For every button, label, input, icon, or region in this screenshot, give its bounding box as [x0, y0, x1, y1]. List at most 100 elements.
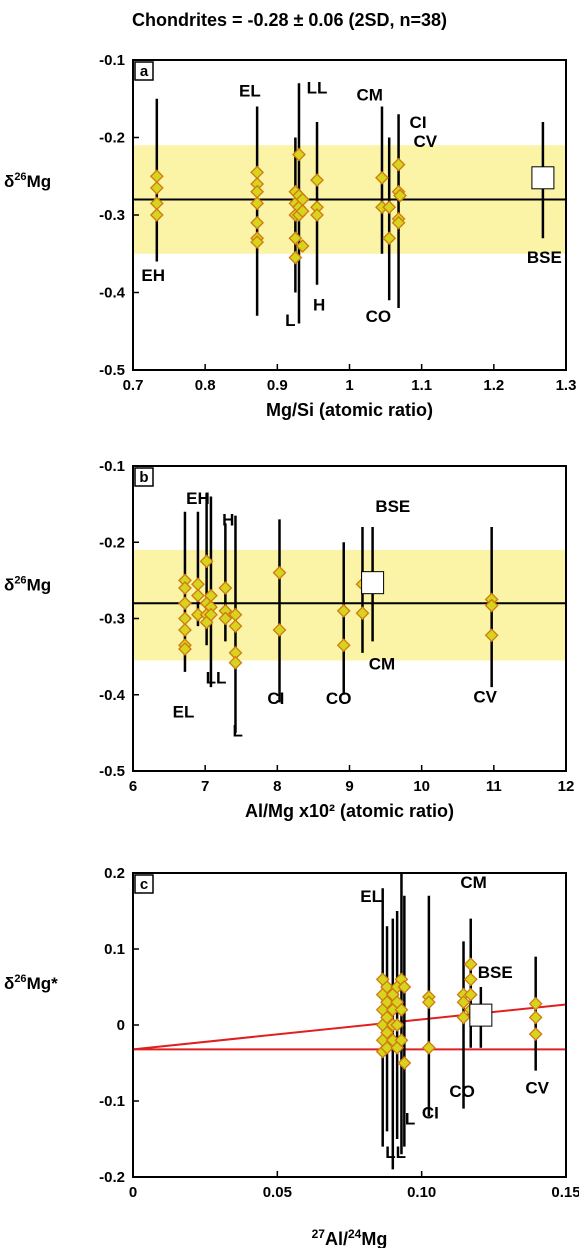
x-tick-label: 1.1 [411, 377, 432, 394]
y-tick-label: -0.1 [99, 52, 125, 69]
data-point [484, 628, 499, 643]
y-tick-label: -0.1 [99, 1093, 125, 1110]
x-tick-label: 1 [345, 377, 353, 394]
y-tick-label: -0.2 [99, 130, 125, 147]
panel-a: a 0.7 0.8 0.9 1 1.1 1.2 1.3 -0.5 -0.4 -0.3 -0.2 -0.1… [4, 52, 576, 420]
bse-marker [361, 571, 385, 595]
panel-letter: a [140, 63, 149, 80]
group-label: LL [307, 78, 328, 97]
group-label: EH [141, 266, 165, 285]
y-tick-label: -0.3 [99, 611, 125, 628]
data-point [380, 1025, 394, 1040]
data-point [272, 623, 287, 637]
y-tick-label: -0.1 [99, 458, 125, 475]
x-tick-label: 6 [129, 778, 137, 795]
figure-title: Chondrites = -0.28 ± 0.06 (2SD, n=38) [132, 10, 447, 30]
data-point [178, 581, 192, 595]
x-tick-label: 9 [345, 778, 353, 795]
data-point [218, 611, 233, 626]
x-tick-label: 0.9 [267, 377, 288, 394]
data-point [380, 1040, 394, 1055]
data-point [456, 1010, 471, 1025]
data-point [292, 147, 306, 162]
data-point [295, 239, 310, 253]
data-point [382, 231, 397, 246]
x-tick-label: 7 [201, 778, 209, 795]
x-tick-label: 0.7 [123, 377, 144, 394]
data-point [528, 1027, 543, 1042]
data-point [421, 995, 436, 1010]
data-point [393, 188, 407, 203]
red-line-2 [132, 1003, 567, 1051]
data-point [228, 655, 243, 670]
data-point [204, 607, 218, 622]
data-point [250, 235, 265, 250]
data-point [391, 157, 406, 172]
data-point [380, 1010, 394, 1025]
data-point [218, 581, 233, 595]
data-point [310, 173, 324, 188]
x-tick-label: 11 [486, 778, 502, 795]
data-point [204, 588, 218, 603]
data-point [463, 957, 478, 972]
y-axis-label: δ26Mg* [4, 973, 58, 993]
data-point [250, 196, 265, 211]
data-point [250, 215, 265, 230]
data-point [149, 180, 164, 195]
x-axis-label: Al/Mg x10² (atomic ratio) [245, 801, 454, 821]
group-label: LL [206, 668, 227, 687]
data-point [191, 588, 205, 603]
x-tick-label: 0 [129, 1184, 137, 1201]
y-tick-label: -0.5 [99, 763, 125, 780]
group-label: BSE [527, 248, 562, 267]
y-tick-label: -0.4 [99, 285, 126, 302]
data-point [528, 1010, 543, 1025]
data-point [391, 215, 406, 230]
data-point [272, 565, 287, 580]
data-point [310, 208, 324, 222]
x-tick-label: 0.10 [407, 1184, 436, 1201]
data-point [397, 980, 412, 994]
panel-letter-box [134, 467, 154, 487]
data-point [394, 1033, 409, 1048]
data-point [288, 231, 303, 246]
data-point [228, 619, 243, 634]
group-label: L [232, 722, 242, 741]
data-point [380, 995, 394, 1010]
group-label: EL [239, 81, 261, 100]
y-tick-label: -0.5 [99, 362, 125, 379]
data-point [178, 596, 192, 611]
group-label: BSE [478, 963, 513, 982]
group-label: CM [460, 873, 486, 892]
data-point [375, 170, 389, 185]
x-tick-label: 0.15 [551, 1184, 579, 1201]
bse-marker [531, 166, 555, 190]
panel-b: b 6 7 8 9 10 11 12 -0.5 -0.4 -0.3 -0.2 -0.1 EH H BSE LL C… [4, 458, 574, 821]
panel-letter: b [139, 469, 148, 486]
group-label: LL [385, 1143, 406, 1162]
group-label: CM [369, 655, 395, 674]
group-label: CV [473, 687, 497, 706]
x-tick-label: 0.05 [263, 1184, 292, 1201]
data-point [421, 1040, 436, 1055]
data-point [336, 603, 351, 618]
group-label: CO [449, 1082, 475, 1101]
group-label: CI [422, 1103, 439, 1122]
data-point [456, 995, 471, 1010]
data-point [463, 972, 478, 987]
data-point [390, 1018, 405, 1032]
data-point [295, 204, 310, 219]
y-tick-label: 0 [117, 1017, 125, 1034]
panel-letter-box [134, 61, 154, 81]
group-label: H [313, 295, 325, 314]
x-tick-label: 8 [273, 778, 281, 795]
bse-marker [469, 1003, 493, 1027]
group-label: L [285, 311, 295, 330]
panel-letter-box [134, 874, 154, 894]
y-axis-label: δ26Mg [4, 575, 51, 595]
y-axis-label: δ26Mg [4, 171, 51, 191]
group-label: CO [326, 689, 352, 708]
group-label: L [405, 1110, 415, 1129]
y-tick-label: 0.2 [104, 865, 125, 882]
